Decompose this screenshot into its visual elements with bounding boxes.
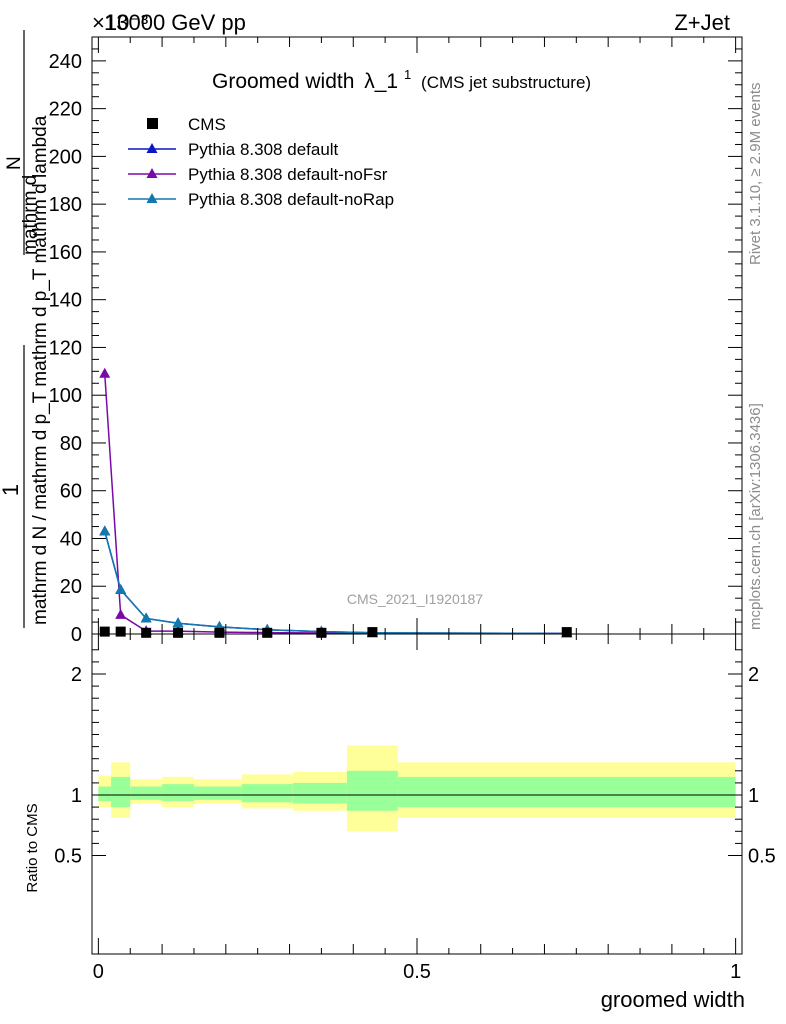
ratio-y-tick-label-right: 0.5 <box>748 846 776 868</box>
data-point-noRap <box>140 612 152 623</box>
y-tick-label: 200 <box>49 146 82 168</box>
data-point-cms <box>173 627 184 638</box>
ratio-band-inner <box>193 786 242 800</box>
plot-title-sub: (CMS jet substructure) <box>421 73 591 92</box>
ratio-band-inner <box>397 776 736 808</box>
plot-title-sup: 1 <box>404 67 411 82</box>
x-tick-label: 1 <box>730 961 741 983</box>
legend-marker-triangle <box>146 168 158 178</box>
plot-title-lambda: λ_1 <box>364 70 398 93</box>
ratio-y-tick-label-right: 2 <box>748 664 759 686</box>
plot-title-main: Groomed width <box>212 70 354 93</box>
main-series-group <box>99 367 573 638</box>
ratio-band-inner <box>241 784 293 803</box>
data-point-cms <box>141 627 152 638</box>
series-line-default <box>104 531 567 635</box>
y-tick-label: 40 <box>60 528 82 550</box>
y-tick-label: 240 <box>49 51 82 73</box>
y-tick-label: 140 <box>49 290 82 312</box>
data-point-noFsr <box>115 608 127 619</box>
process-label: Z+Jet <box>674 10 730 35</box>
data-point-cms <box>262 627 273 638</box>
legend-label: Pythia 8.308 default-noRap <box>188 190 394 209</box>
energy-label: 13000 GeV pp <box>104 10 246 35</box>
ratio-band-inner <box>346 770 398 811</box>
x-tick-label: 0.5 <box>403 961 431 983</box>
legend-marker-triangle <box>146 193 158 203</box>
series-line-noRap <box>104 531 567 635</box>
y-tick-label: 60 <box>60 481 82 503</box>
y-tick-label: 120 <box>49 337 82 359</box>
data-point-cms <box>99 626 110 637</box>
y-label-numerator-1: 1 <box>0 484 23 496</box>
analysis-watermark: CMS_2021_I1920187 <box>347 591 483 607</box>
ratio-y-tick-label: 0.5 <box>54 846 82 868</box>
legend-label: CMS <box>188 115 226 134</box>
ratio-band-inner <box>292 782 347 804</box>
ratio-axis-ticks: 0.5 0.5 1 1 2 2 0 0.5 1 <box>54 634 776 983</box>
ratio-y-tick-label: 2 <box>71 664 82 686</box>
data-point-noRap <box>115 583 127 594</box>
data-point-noFsr <box>99 367 111 378</box>
ratio-y-axis-label: Ratio to CMS <box>24 803 41 892</box>
ratio-band-inner <box>98 786 112 802</box>
x-axis-label: groomed width <box>601 987 745 1012</box>
ratio-y-tick-label: 1 <box>71 785 82 807</box>
data-point-cms <box>367 627 378 638</box>
x-tick-label: 0 <box>93 961 104 983</box>
data-point-cms <box>115 626 126 637</box>
ratio-uncertainty-bands <box>98 745 736 832</box>
data-point-noRap <box>172 617 184 628</box>
plot-title: Groomed width λ_1 1 (CMS jet substructur… <box>212 61 591 93</box>
series-line-noFsr <box>103 373 567 635</box>
y-tick-label: 80 <box>60 433 82 455</box>
ratio-band-inner <box>162 784 194 802</box>
y-tick-label: 100 <box>49 385 82 407</box>
ratio-plot-frame <box>91 633 743 955</box>
main-axis-ticks: 0 20 40 60 80 100 120 140 160 180 200 220 240 <box>49 37 742 646</box>
y-tick-label: 160 <box>49 242 82 264</box>
data-point-cms <box>561 627 572 638</box>
mcplots-side-label: mcplots.cern.ch [arXiv:1306.3436] <box>747 403 764 630</box>
ratio-y-tick-label-right: 1 <box>748 785 759 807</box>
y-tick-label: 20 <box>60 576 82 598</box>
rivet-side-label: Rivet 3.1.10, ≥ 2.9M events <box>747 83 764 266</box>
legend-marker-triangle <box>146 143 158 153</box>
data-point-cms <box>214 627 225 638</box>
y-label-numerator-2b: N <box>4 156 25 170</box>
ratio-band-inner <box>130 786 163 800</box>
legend-label: Pythia 8.308 default-noFsr <box>188 165 388 184</box>
legend-marker-cms <box>147 118 158 129</box>
y-label-denominator-1: mathrm d N / mathrm d p_T mathrm d p_T m… <box>30 115 51 625</box>
ratio-band-inner <box>111 776 131 808</box>
y-tick-label: 220 <box>49 99 82 121</box>
exponent-label: ×10⁻³ <box>92 10 148 35</box>
y-tick-label: 180 <box>49 194 82 216</box>
data-point-noRap <box>99 525 111 536</box>
y-tick-label: 0 <box>71 624 82 646</box>
main-y-axis-label: 1 mathrm d N / mathrm d p_T mathrm d p_T… <box>0 30 51 628</box>
legend: CMS Pythia 8.308 default Pythia 8.308 defa… <box>128 115 394 209</box>
y-label-numerator-2: mathrm d <box>20 175 41 255</box>
legend-label: Pythia 8.308 default <box>188 140 339 159</box>
